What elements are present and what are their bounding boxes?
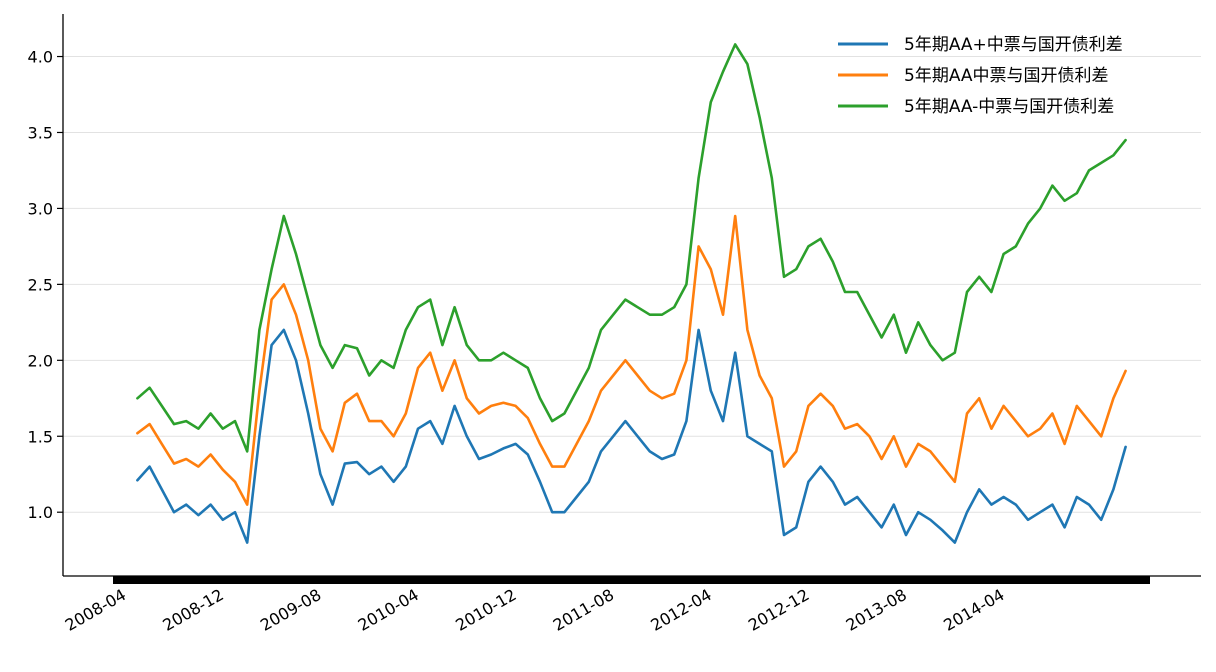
y-tick-label: 2.5	[28, 275, 53, 294]
x-tick-label: 2010-12	[452, 585, 519, 635]
legend: 5年期AA+中票与国开债利差 5年期AA中票与国开债利差 5年期AA-中票与国开债利…	[838, 35, 1123, 117]
legend-label-1: 5年期AA+中票与国开债利差	[904, 35, 1123, 55]
x-tick-label: 2014-04	[940, 585, 1007, 635]
legend-label-3: 5年期AA-中票与国开债利差	[904, 97, 1114, 117]
series-line-2	[136, 214, 1127, 506]
y-tick-label: 2.0	[28, 351, 53, 370]
x-tick-label: 2013-08	[843, 585, 910, 635]
grid-lines	[63, 56, 1201, 513]
y-tick-label: 1.5	[28, 427, 53, 446]
series-line-3	[136, 43, 1127, 453]
y-tick-label: 4.0	[28, 48, 53, 67]
x-tick-label: 2009-08	[257, 585, 324, 635]
x-tick-label: 2008-12	[159, 585, 226, 635]
series-layer	[136, 43, 1127, 544]
x-tick-label: 2012-12	[745, 585, 812, 635]
y-tick-label: 1.0	[28, 503, 53, 522]
x-minor-tick-band	[113, 576, 1150, 584]
y-ticks: 1.0 1.5 2.0 2.5 3.0 3.5 4.0	[28, 48, 63, 522]
legend-label-2: 5年期AA中票与国开债利差	[904, 66, 1109, 86]
x-ticks: 2008-04 2008-12 2009-08 2010-04 2010-12 2011-…	[62, 576, 1008, 635]
series-line-1	[136, 328, 1127, 544]
x-tick-label: 2012-04	[647, 585, 714, 635]
axes	[62, 14, 1201, 584]
y-tick-label: 3.0	[28, 199, 53, 218]
x-tick-label: 2010-04	[355, 585, 422, 635]
x-tick-label: 2011-08	[550, 585, 617, 635]
y-tick-label: 3.5	[28, 123, 53, 142]
x-tick-label: 2008-04	[62, 585, 129, 635]
